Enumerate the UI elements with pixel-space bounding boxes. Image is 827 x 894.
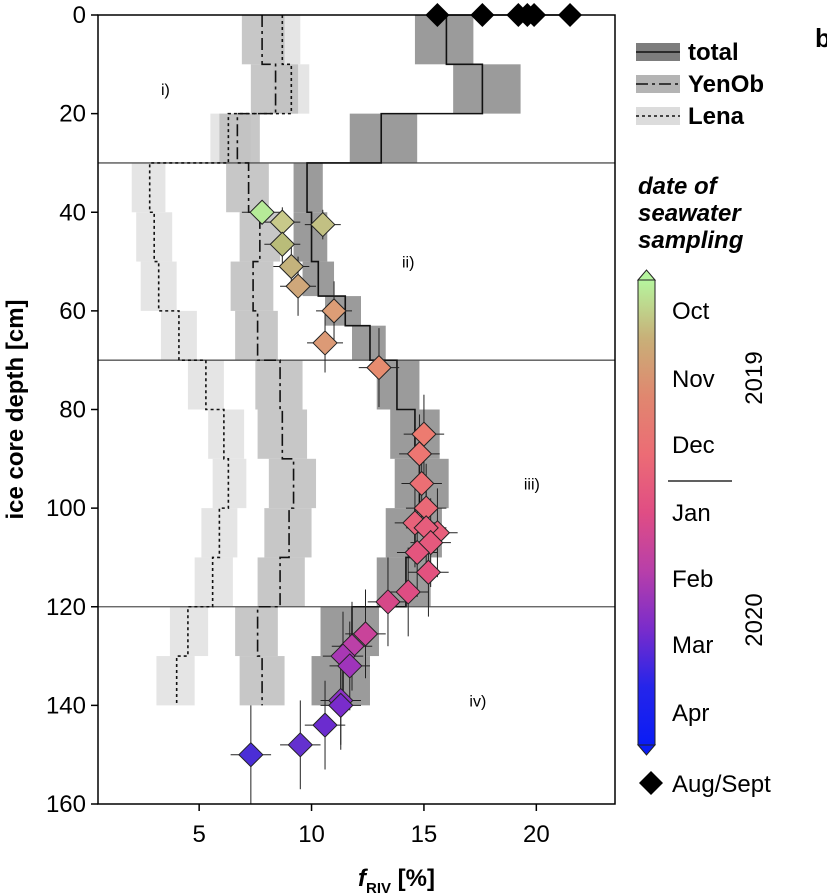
colorbar-gradient <box>637 279 656 746</box>
y-tick-label: 80 <box>59 397 86 424</box>
legend-label-lena: Lena <box>688 103 745 130</box>
band-total <box>414 15 474 65</box>
seawater-sample-marker <box>269 231 296 258</box>
y-tick-label: 120 <box>46 594 86 621</box>
y-tick-label: 40 <box>59 199 86 226</box>
band-total <box>453 64 521 114</box>
band-lena <box>194 557 233 607</box>
step-line-total <box>306 15 484 706</box>
seawater-sample-marker <box>404 539 430 566</box>
zone-labels: i) ii) iii) iv) <box>161 82 540 710</box>
seawater-sample-marker <box>249 199 275 225</box>
band-yenob <box>230 261 274 311</box>
legend-label-total: total <box>688 39 739 66</box>
band-lena <box>136 212 173 262</box>
seawater-sample-marker <box>337 653 363 679</box>
colorbar-title-line: date of <box>638 173 719 200</box>
y-tick-label: 60 <box>59 298 86 325</box>
colorbar-top-arrow <box>636 269 657 281</box>
colorbar-title-line: sampling <box>638 227 744 254</box>
seawater-sample-marker <box>415 559 442 585</box>
colorbar-month-label: Dec <box>672 432 715 459</box>
band-lena <box>169 606 209 657</box>
seawater-sample-marker <box>238 741 264 768</box>
band-yenob <box>219 113 260 163</box>
band-total <box>352 325 386 361</box>
y-tick-label: 100 <box>46 495 86 522</box>
legend-swatch-yenob <box>636 75 680 93</box>
legend: total YenOb Lena Aug/Sept <box>636 39 771 798</box>
seawater-sample-marker <box>352 621 379 647</box>
zone-label: iii) <box>524 476 540 493</box>
colorbar-month-label: Nov <box>672 366 715 393</box>
colorbar-year-2020: 2020 <box>741 593 768 646</box>
band-yenob <box>268 458 317 509</box>
seawater-sample-marker <box>408 470 435 497</box>
legend-swatch-lena <box>636 107 680 125</box>
seawater-sample-marker <box>312 330 338 356</box>
band-lena <box>208 409 245 459</box>
y-tick-label: 160 <box>46 791 86 818</box>
seawater-sample-marker <box>278 253 305 280</box>
zone-label: ii) <box>402 255 414 272</box>
band-yenob <box>235 310 278 361</box>
band-lena <box>131 162 166 213</box>
colorbar-month-label: Mar <box>672 632 713 659</box>
seawater-sample-marker <box>321 298 347 324</box>
colorbar-month-label: Oct <box>672 298 710 325</box>
x-tick-label: 10 <box>298 821 325 848</box>
axes: 0 20 40 60 80 100 120 140 160 5 10 15 20 ice core dep… <box>2 2 616 894</box>
band-lena <box>212 458 247 509</box>
y-tick-label: 0 <box>73 2 86 29</box>
y-tick-label: 20 <box>59 101 86 128</box>
y-axis-title: ice core depth [cm] <box>2 299 29 519</box>
colorbar-month-label: Apr <box>672 700 709 727</box>
band-lena <box>140 261 177 311</box>
zone-label: i) <box>161 82 170 99</box>
band-yenob <box>250 64 299 114</box>
colorbar-month-label: Jan <box>672 500 711 527</box>
band-yenob <box>257 557 305 607</box>
band-yenob <box>264 508 312 558</box>
colorbar-month-label: Feb <box>672 566 713 593</box>
colorbar-title-line: seawater <box>638 200 742 227</box>
x-tick-label: 5 <box>192 821 205 848</box>
seawater-sample-marker <box>312 712 338 738</box>
band-yenob <box>235 606 278 657</box>
band-lena <box>156 656 195 706</box>
x-tick-label: 15 <box>411 821 438 848</box>
y-tick-label: 140 <box>46 692 86 719</box>
x-tick-label: 20 <box>523 821 550 848</box>
seawater-sample-marker <box>406 441 433 467</box>
seawater-sample-marker <box>310 211 336 238</box>
band-total <box>293 162 323 213</box>
panel-letter: b <box>815 23 827 53</box>
seawater-sample-marker <box>395 579 421 605</box>
colorbar-year-2019: 2019 <box>741 351 768 404</box>
band-yenob <box>241 15 285 65</box>
colorbar-bottom-arrow <box>636 744 657 756</box>
seawater-sample-marker <box>285 273 311 299</box>
legend-label-yenob: YenOb <box>688 71 764 98</box>
seawater-sample-marker <box>287 732 314 758</box>
zone-label: iv) <box>469 693 486 710</box>
legend-aug-sept-label: Aug/Sept <box>672 771 771 798</box>
band-yenob <box>255 360 303 410</box>
step-line-lena <box>148 15 293 706</box>
seawater-sample-marker <box>375 589 401 615</box>
seawater-sample-marker <box>366 354 392 381</box>
band-total <box>349 113 418 163</box>
x-axis-title: fRIV [%] <box>358 865 435 894</box>
step-line-yenob <box>236 15 295 706</box>
seawater-sample-marker <box>328 692 354 719</box>
zone-boundary-lines <box>98 162 615 608</box>
legend-aug-sept-marker <box>639 771 663 795</box>
